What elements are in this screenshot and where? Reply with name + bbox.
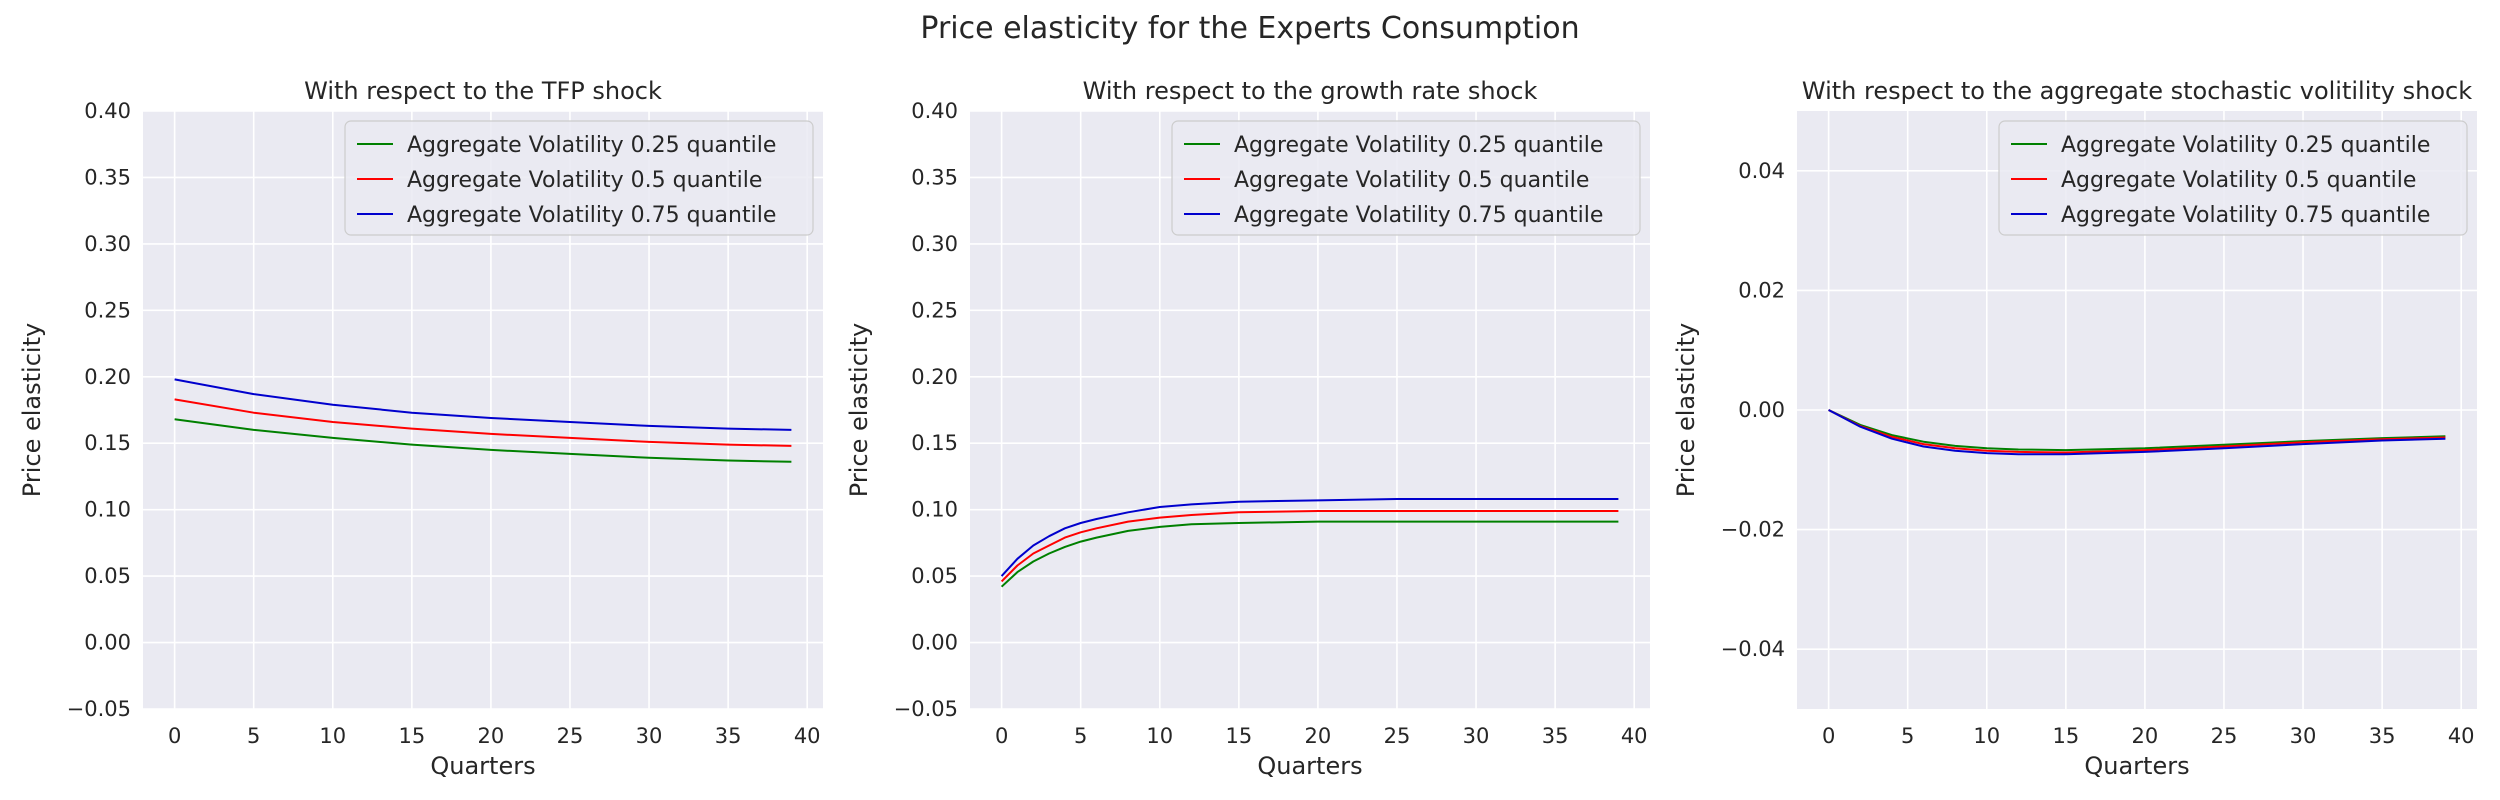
y-tick-label: 0.00 xyxy=(1738,398,1785,422)
y-tick-label: 0.35 xyxy=(84,165,131,189)
x-tick-label: 15 xyxy=(1225,724,1252,748)
x-tick-label: 0 xyxy=(1822,724,1835,748)
x-tick-label: 30 xyxy=(1463,724,1490,748)
y-tick-label: 0.40 xyxy=(84,99,131,123)
x-tick-label: 20 xyxy=(478,724,505,748)
y-tick-label: −0.05 xyxy=(894,697,958,721)
figure-title: Price elasticity for the Experts Consump… xyxy=(920,11,1579,46)
x-tick-label: 20 xyxy=(1305,724,1332,748)
series-line-3 xyxy=(1828,409,2446,456)
y-tick-label: −0.05 xyxy=(67,697,131,721)
x-tick-label: 10 xyxy=(319,724,346,748)
x-axis-label: Quarters xyxy=(2084,752,2189,780)
chart-panel-2: −0.05 0.00 0.05 0.10 0.15 0.20 0.25 0.30 0.35 0.4… xyxy=(845,77,1650,780)
chart-panels: −0.05 0.00 0.05 0.10 0.15 0.20 0.25 0.30 0.35 0.4… xyxy=(18,77,2477,780)
y-tick-label: 0.04 xyxy=(1738,159,1785,183)
x-tick-label: 30 xyxy=(636,724,663,748)
x-tick-label: 25 xyxy=(2211,724,2238,748)
x-tick-label: 35 xyxy=(2369,724,2396,748)
y-tick-label: 0.25 xyxy=(911,298,958,322)
x-tick-label: 25 xyxy=(1384,724,1411,748)
y-tick-label: 0.00 xyxy=(84,631,131,655)
y-tick-label: 0.05 xyxy=(911,564,958,588)
legend-label: Aggregate Volatility 0.75 quantile xyxy=(1234,203,1603,228)
x-tick-label: 15 xyxy=(398,724,425,748)
x-tick-label: 5 xyxy=(247,724,260,748)
x-tick-label: 35 xyxy=(1542,724,1569,748)
x-tick-label: 10 xyxy=(1146,724,1173,748)
chart-title: With respect to the TFP shock xyxy=(304,77,662,105)
x-tick-label: 40 xyxy=(2448,724,2475,748)
x-tick-label: 5 xyxy=(1901,724,1914,748)
legend-label: Aggregate Volatility 0.5 quantile xyxy=(2061,168,2416,193)
series-line-1 xyxy=(174,418,792,463)
y-axis-label: Price elasticity xyxy=(1672,323,1700,497)
series-line-2 xyxy=(174,398,792,447)
y-tick-label: 0.25 xyxy=(84,298,131,322)
y-tick-label: 0.40 xyxy=(911,99,958,123)
y-tick-label: 0.10 xyxy=(84,498,131,522)
x-tick-label: 20 xyxy=(2132,724,2159,748)
y-tick-label: 0.30 xyxy=(84,232,131,256)
y-tick-label: 0.00 xyxy=(911,631,958,655)
legend: Aggregate Volatility 0.25 quantile Aggreg… xyxy=(344,120,814,236)
series-line-2 xyxy=(1000,510,1619,583)
x-axis-label: Quarters xyxy=(430,752,535,780)
series-line-1 xyxy=(1000,520,1619,588)
series-line-3 xyxy=(174,378,792,431)
x-tick-label: 0 xyxy=(995,724,1008,748)
legend-box xyxy=(1998,120,2468,236)
legend-label: Aggregate Volatility 0.5 quantile xyxy=(407,168,762,193)
y-tick-label: −0.02 xyxy=(1721,518,1785,542)
y-tick-label: 0.15 xyxy=(84,431,131,455)
x-tick-label: 25 xyxy=(557,724,584,748)
chart-title: With respect to the aggregate stochastic… xyxy=(1802,77,2472,105)
x-tick-label: 10 xyxy=(1973,724,2000,748)
legend-box xyxy=(344,120,814,236)
y-tick-label: 0.10 xyxy=(911,498,958,522)
legend: Aggregate Volatility 0.25 quantile Aggreg… xyxy=(1171,120,1641,236)
legend: Aggregate Volatility 0.25 quantile Aggreg… xyxy=(1998,120,2468,236)
y-tick-label: −0.04 xyxy=(1721,637,1785,661)
chart-title: With respect to the growth rate shock xyxy=(1083,77,1538,105)
y-tick-label: 0.20 xyxy=(84,365,131,389)
series-line-2 xyxy=(1828,409,2446,454)
y-tick-label: 0.05 xyxy=(84,564,131,588)
x-tick-label: 40 xyxy=(1621,724,1648,748)
series-line-1 xyxy=(1828,409,2446,452)
x-tick-label: 15 xyxy=(2052,724,2079,748)
x-tick-label: 40 xyxy=(794,724,821,748)
x-tick-label: 5 xyxy=(1074,724,1087,748)
chart-panel-3: −0.04 −0.02 0.00 0.02 0.04 0 5 10 15 20 25 30 35 40 Wi… xyxy=(1672,77,2477,780)
x-tick-label: 0 xyxy=(168,724,181,748)
legend-label: Aggregate Volatility 0.5 quantile xyxy=(1234,168,1589,193)
x-axis-label: Quarters xyxy=(1257,752,1362,780)
y-tick-label: 0.20 xyxy=(911,365,958,389)
legend-label: Aggregate Volatility 0.25 quantile xyxy=(2061,133,2430,158)
series-line-3 xyxy=(1000,498,1619,577)
y-tick-label: 0.02 xyxy=(1738,278,1785,302)
legend-label: Aggregate Volatility 0.25 quantile xyxy=(1234,133,1603,158)
legend-box xyxy=(1171,120,1641,236)
x-tick-label: 35 xyxy=(715,724,742,748)
y-tick-label: 0.35 xyxy=(911,165,958,189)
legend-label: Aggregate Volatility 0.75 quantile xyxy=(407,203,776,228)
y-tick-label: 0.30 xyxy=(911,232,958,256)
legend-label: Aggregate Volatility 0.25 quantile xyxy=(407,133,776,158)
x-tick-label: 30 xyxy=(2290,724,2317,748)
y-axis-label: Price elasticity xyxy=(845,323,873,497)
legend-label: Aggregate Volatility 0.75 quantile xyxy=(2061,203,2430,228)
y-axis-label: Price elasticity xyxy=(18,323,46,497)
chart-panel-1: −0.05 0.00 0.05 0.10 0.15 0.20 0.25 0.30 0.35 0.4… xyxy=(18,77,823,780)
y-tick-label: 0.15 xyxy=(911,431,958,455)
